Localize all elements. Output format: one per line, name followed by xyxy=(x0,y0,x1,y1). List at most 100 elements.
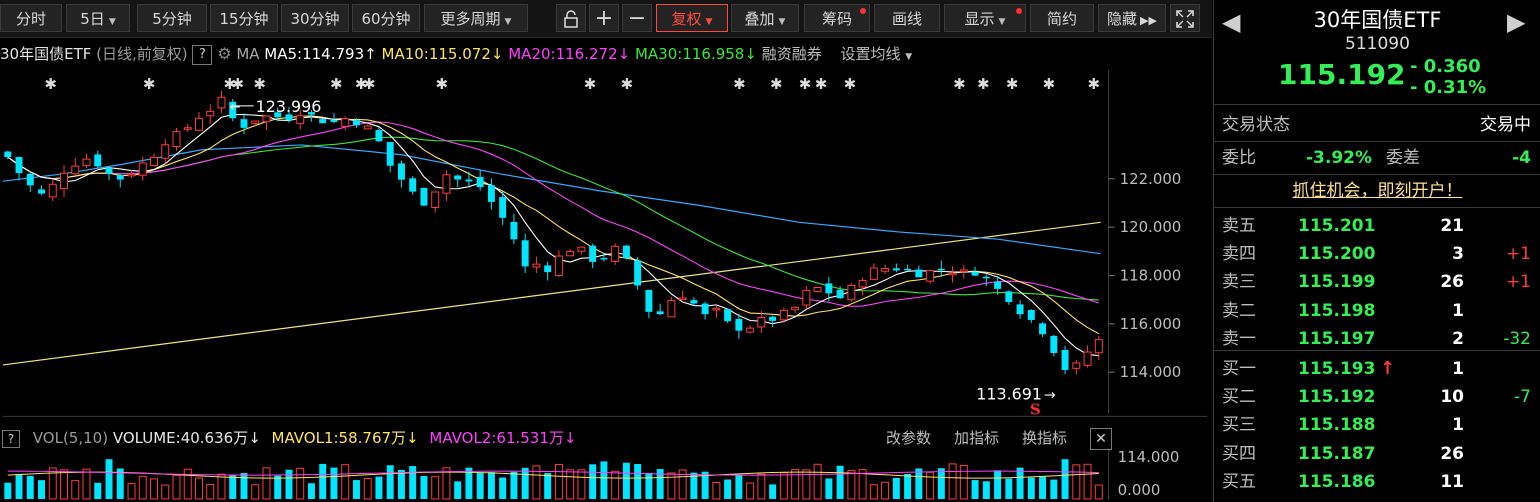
bid-row: 买五 115.186 11 xyxy=(1214,468,1540,496)
candle-body xyxy=(116,175,124,180)
help-icon[interactable]: ? xyxy=(192,44,213,65)
lock-button[interactable] xyxy=(556,4,586,32)
zoom-out-button[interactable]: − xyxy=(622,4,652,32)
level-label: 买五 xyxy=(1222,471,1256,492)
volume-bar xyxy=(217,473,226,500)
candle-body xyxy=(904,268,912,271)
candle-body xyxy=(82,158,91,167)
volume-bar xyxy=(554,463,563,500)
ma-label: MA xyxy=(236,45,260,63)
volume-bar xyxy=(1016,467,1024,500)
candle-body xyxy=(206,110,215,117)
level-volume: 11 xyxy=(1440,471,1464,492)
candle-body xyxy=(15,157,23,173)
status-value: 交易中 xyxy=(1480,115,1531,135)
quote-panel: ◀ ▶ 30年国债ETF 511090 115.192 - 0.360 - 0.… xyxy=(1213,0,1540,502)
security-name: 30年国债ETF xyxy=(0,45,92,63)
volume-bar xyxy=(307,483,315,500)
zoom-in-button[interactable]: + xyxy=(589,4,619,32)
volume-bar xyxy=(82,468,91,500)
period-tab-60min[interactable]: 60分钟 xyxy=(352,4,420,32)
volume-bar xyxy=(566,469,575,500)
plus-icon: + xyxy=(594,6,614,31)
gear-icon[interactable]: ⚙ xyxy=(217,44,232,63)
candle-body xyxy=(409,178,417,192)
candle-body xyxy=(1027,309,1035,320)
open-account-link[interactable]: 抓住机会，即刻开户！ xyxy=(1292,181,1463,201)
candle-body xyxy=(363,125,372,130)
prev-stock-icon[interactable]: ◀ xyxy=(1222,8,1241,36)
notification-dot xyxy=(860,8,866,14)
level-volume: 2 xyxy=(1452,328,1464,349)
volume-bar xyxy=(544,473,552,500)
candle-body xyxy=(712,307,721,311)
volume-bar xyxy=(499,477,507,500)
candle-body xyxy=(71,165,80,175)
candle-body xyxy=(634,260,642,286)
restore-dropdown[interactable]: 复权 ▼ xyxy=(656,4,728,32)
candle-body xyxy=(307,112,315,115)
brief-button[interactable]: 简约 xyxy=(1030,4,1094,32)
candle-body xyxy=(645,290,653,312)
high-label: 123.996 xyxy=(256,97,322,116)
level-label: 卖三 xyxy=(1222,272,1256,293)
candle-body xyxy=(94,154,102,167)
ma60-line xyxy=(2,144,1101,255)
candle-body xyxy=(678,297,687,300)
caret-down-icon: ▼ xyxy=(905,52,913,62)
level-change: -32 xyxy=(1503,328,1531,349)
candle-body xyxy=(937,268,945,271)
ma-settings-dropdown[interactable]: 设置均线 ▼ xyxy=(841,45,913,63)
level-label: 卖一 xyxy=(1222,328,1256,349)
switch-indicator-link[interactable]: 换指标 xyxy=(1022,429,1068,447)
hide-label: 隐藏 xyxy=(1107,10,1138,28)
overlay-dropdown[interactable]: 叠加 ▼ xyxy=(731,4,799,32)
volume-bar xyxy=(510,471,518,500)
ask-row: 卖三 115.199 26 +1 xyxy=(1214,268,1540,296)
order-ratio-row: 委比 -3.92% 委差 -4 xyxy=(1214,144,1540,172)
last-price: 115.192 xyxy=(1278,58,1406,91)
volume-bar xyxy=(847,469,856,500)
chips-button[interactable]: 筹码 xyxy=(804,4,870,32)
level-price: 115.187 xyxy=(1298,443,1376,464)
level-price: 115.201 xyxy=(1298,216,1376,236)
draw-line-button[interactable]: 画线 xyxy=(874,4,940,32)
period-tab-30min[interactable]: 30分钟 xyxy=(281,4,349,32)
candle-body xyxy=(465,179,473,182)
candle-body xyxy=(375,130,383,142)
period-tab-5day[interactable]: 5日 ▼ xyxy=(66,4,130,32)
volume-value: VOLUME:40.636万 xyxy=(112,429,249,447)
volume-bar xyxy=(150,478,158,500)
candle-body xyxy=(701,303,709,315)
margin-trading-link[interactable]: 融资融券 xyxy=(761,45,822,63)
hide-button[interactable]: 隐藏 ▶▶ xyxy=(1098,4,1166,32)
ask-row: 卖五 115.201 21 xyxy=(1214,212,1540,240)
candle-body xyxy=(656,311,664,315)
change-params-link[interactable]: 改参数 xyxy=(886,429,932,447)
vol-indicator-name: VOL(5,10) xyxy=(32,429,109,447)
help-icon[interactable]: ? xyxy=(2,429,20,448)
candle-body xyxy=(769,316,777,321)
candle-body xyxy=(994,281,1002,289)
next-stock-icon[interactable]: ▶ xyxy=(1507,8,1526,36)
period-label: 更多周期 xyxy=(440,10,501,28)
period-more-dropdown[interactable]: 更多周期 ▼ xyxy=(424,4,528,32)
event-marker-icon: ✱ xyxy=(844,75,857,93)
period-tab-5min[interactable]: 5分钟 xyxy=(137,4,207,32)
level-volume: 1 xyxy=(1452,415,1464,436)
event-marker-icon: ✱ xyxy=(436,75,449,93)
close-icon[interactable]: ✕ xyxy=(1090,428,1112,450)
candle-body xyxy=(915,269,923,278)
period-tab-15min[interactable]: 15分钟 xyxy=(210,4,278,32)
add-indicator-link[interactable]: 加指标 xyxy=(954,429,1000,447)
volume-bar xyxy=(330,467,338,500)
volume-bar xyxy=(532,465,541,500)
candle-body xyxy=(813,286,822,293)
display-dropdown[interactable]: 显示 ▼ xyxy=(944,4,1026,32)
volume-bar xyxy=(60,469,68,500)
bid-row: 买二 115.192 10 -7 xyxy=(1214,383,1540,411)
period-tab-intraday[interactable]: 分时 xyxy=(0,4,62,32)
volume-bar xyxy=(622,462,630,500)
fullscreen-button[interactable] xyxy=(1170,4,1200,32)
